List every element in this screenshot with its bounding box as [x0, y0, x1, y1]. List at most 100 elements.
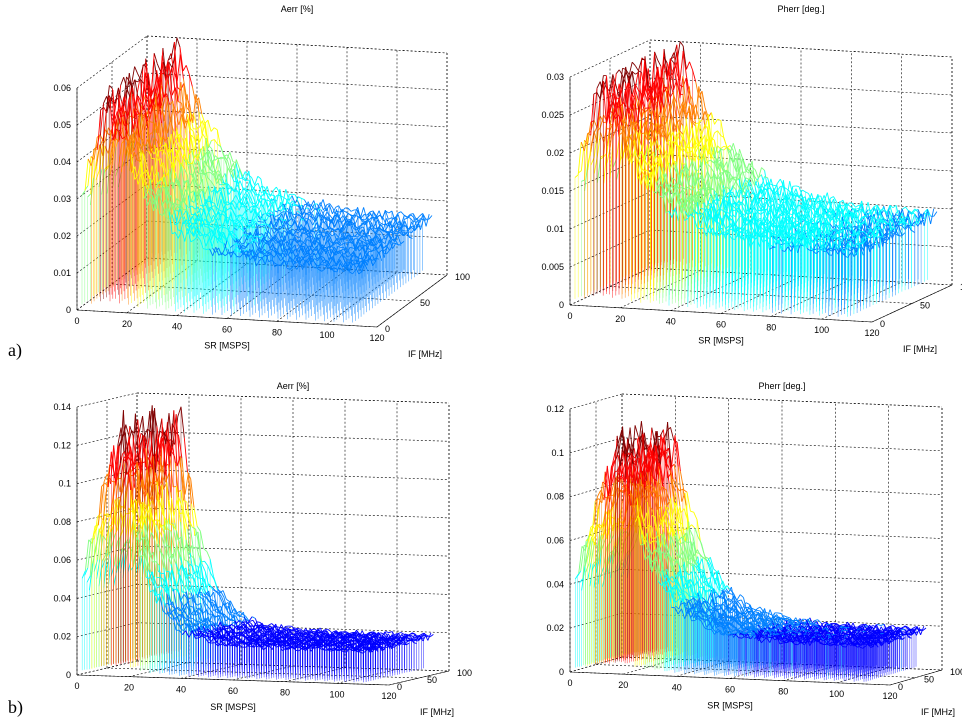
surface-segment: [277, 195, 280, 196]
surface-segment: [240, 188, 243, 195]
surface-segment: [902, 207, 905, 209]
chart-title: Aerr [%]: [281, 4, 314, 14]
surface-segment: [319, 215, 322, 216]
surface-segment: [202, 173, 205, 174]
surface-segment: [711, 113, 714, 125]
surface-segment: [814, 217, 817, 218]
surface-segment: [426, 214, 429, 226]
surface-segment: [104, 96, 107, 103]
surface-segment: [796, 186, 799, 187]
surface-segment: [121, 77, 124, 85]
surface-segment: [211, 128, 214, 132]
surface-segment: [287, 203, 290, 204]
surface-segment: [406, 232, 409, 233]
x-tick-label: 100: [319, 330, 334, 340]
surface-segment: [905, 219, 908, 220]
surface-segment: [180, 134, 183, 140]
x-tick-label: 20: [122, 319, 132, 329]
surface-segment: [268, 194, 271, 195]
surface-segment: [176, 205, 179, 206]
surface-segment: [292, 194, 295, 195]
surface-segment: [249, 243, 252, 244]
z-tick-label: 0.04: [53, 157, 71, 167]
surface-segment: [874, 210, 877, 211]
surface-segment: [401, 212, 404, 215]
surface-segment: [635, 66, 638, 71]
surface-segment: [263, 214, 266, 215]
surface-segment: [752, 193, 755, 194]
surface-segment: [921, 220, 924, 221]
surface-segment: [371, 217, 374, 218]
surface-segment: [333, 265, 336, 266]
x-tick-label: 40: [172, 322, 182, 332]
surface-segment: [934, 212, 937, 217]
surface-segment: [349, 214, 352, 215]
surface-segment: [840, 200, 843, 202]
surface-segment: [351, 256, 354, 257]
surface-segment: [186, 65, 189, 74]
surface-segment: [680, 42, 683, 46]
surface-segment: [270, 191, 273, 197]
surface-segment: [301, 198, 304, 199]
z-tick-label: 0.01: [53, 268, 71, 278]
surface-segment: [702, 91, 705, 108]
surface-segment: [336, 206, 339, 208]
surface-segment: [394, 233, 397, 234]
surface-segment: [252, 178, 255, 186]
surface-segment: [777, 179, 780, 184]
surface-segment: [270, 210, 273, 212]
surface-segment: [724, 148, 727, 150]
surface-segment: [755, 170, 758, 179]
surface-segment: [318, 209, 321, 210]
surface-segment: [334, 215, 337, 216]
surface-segment: [211, 140, 214, 141]
x-tick-label: 80: [272, 327, 282, 337]
surface-segment: [178, 82, 181, 101]
surface-segment: [189, 75, 192, 87]
surface-segment: [715, 131, 718, 133]
surface-segment: [355, 256, 358, 257]
surface-segment: [765, 177, 768, 178]
surface-segment: [410, 214, 413, 215]
surface-segment: [177, 38, 180, 48]
surface-segment: [830, 197, 833, 199]
surface-segment: [352, 215, 355, 216]
surface-segment: [351, 210, 354, 212]
surface-segment: [762, 168, 765, 171]
surface-segment: [171, 42, 174, 58]
surface-segment: [96, 171, 99, 180]
surface-segment: [307, 219, 310, 220]
x-tick-label: 120: [369, 333, 384, 343]
surface-segment: [718, 131, 721, 136]
surface-segment: [632, 62, 635, 65]
surface-segment: [135, 80, 138, 98]
surface-segment: [856, 205, 859, 207]
surface-segment: [258, 176, 261, 179]
surface-segment: [115, 88, 118, 104]
surface-segment: [696, 123, 699, 124]
surface-segment: [405, 218, 408, 219]
surface-segment: [221, 147, 224, 157]
x-tick-label: 60: [222, 325, 232, 335]
surface-segment: [214, 128, 217, 130]
surface-segment: [339, 251, 342, 252]
surface-segment: [208, 120, 211, 131]
z-tick-label: 0.05: [53, 120, 71, 130]
z-tick-label: 0: [66, 305, 71, 315]
y-axis-label: IF [MHz]: [408, 349, 442, 359]
surface-segment: [275, 201, 278, 210]
surface-segment: [261, 191, 264, 192]
z-tick-label: 0.03: [53, 194, 71, 204]
surface-segment: [314, 228, 317, 229]
surface-segment: [337, 238, 340, 239]
surface-segment: [402, 225, 405, 226]
surface-segment: [690, 62, 693, 70]
surface-segment: [418, 226, 421, 227]
surface-segment: [176, 181, 179, 182]
surface-segment: [206, 249, 209, 250]
surface-segment: [409, 232, 412, 233]
surface-segment: [360, 227, 363, 228]
